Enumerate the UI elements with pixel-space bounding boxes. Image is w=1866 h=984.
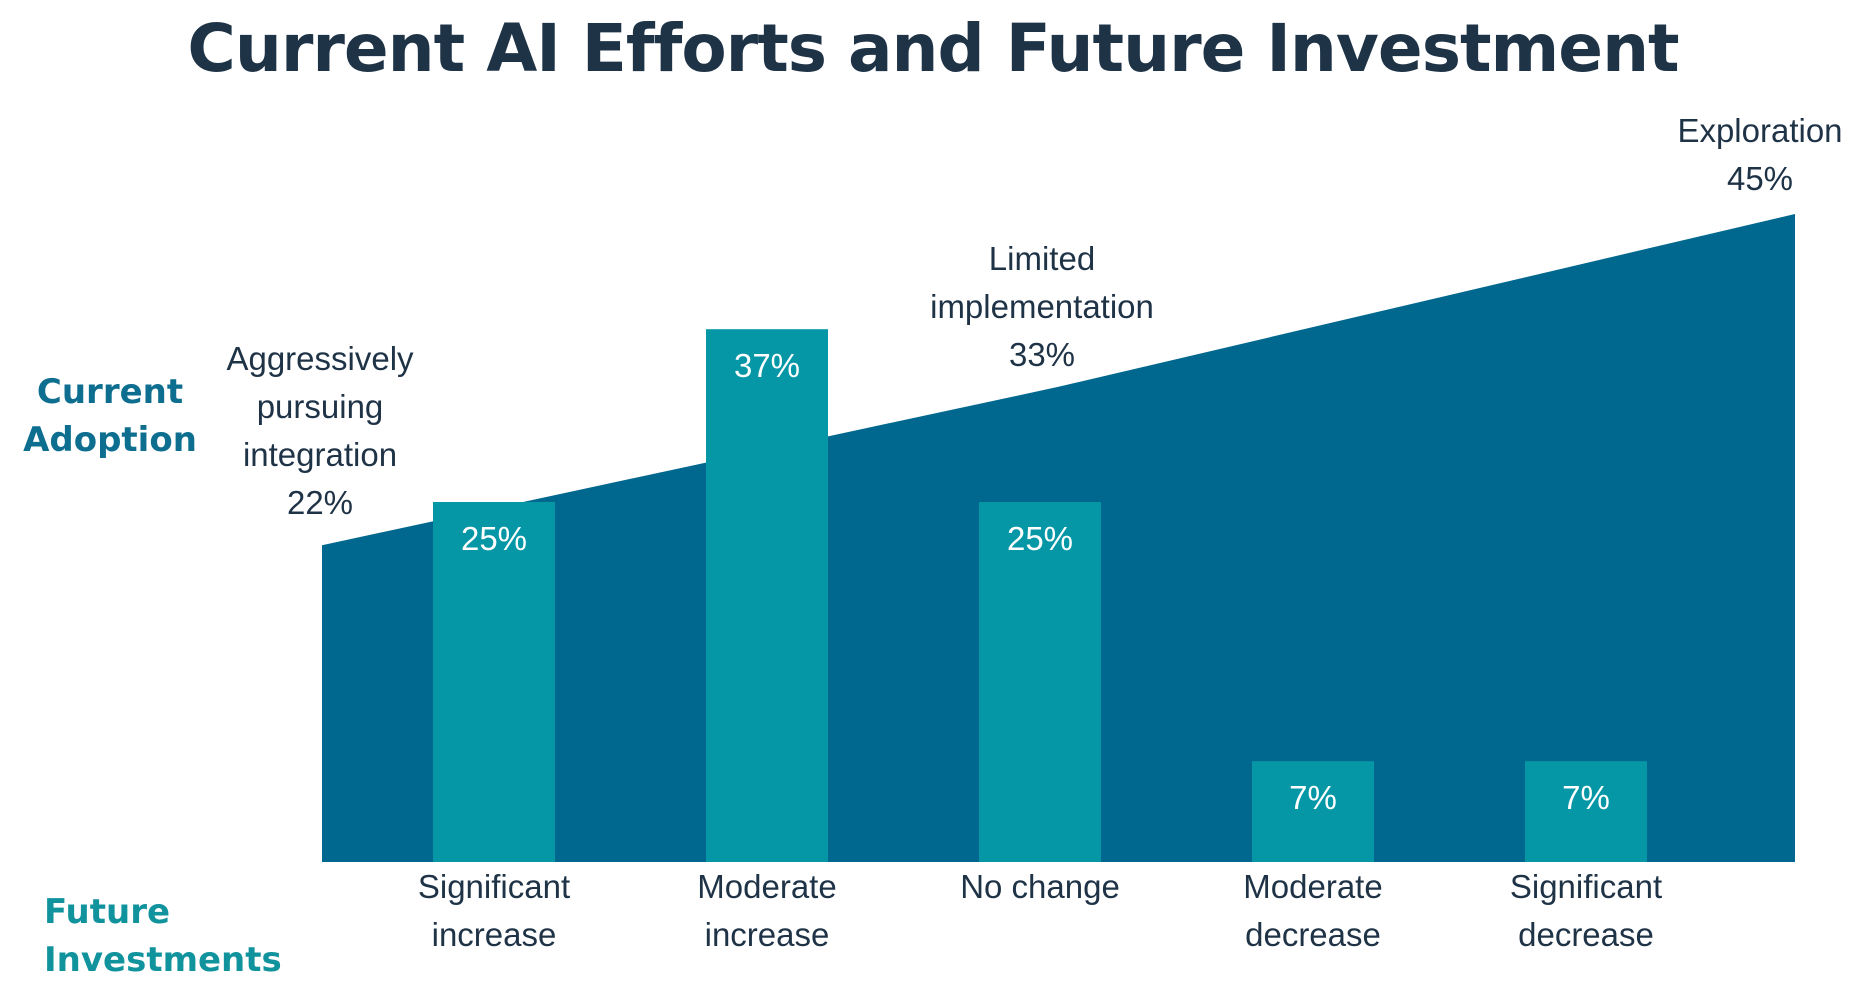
bar-1: [433, 502, 555, 862]
chart-title: Current AI Efforts and Future Investment: [187, 10, 1679, 87]
x-axis-title: Future Investments: [44, 892, 282, 980]
x-tick-label: decrease: [1518, 916, 1654, 953]
bar-5: [1525, 761, 1647, 862]
x-tick-label: Significant: [418, 868, 570, 905]
x-tick-label: Moderate: [697, 868, 836, 905]
area-value-label: 22%: [287, 484, 353, 521]
bar-value-label: 25%: [461, 520, 527, 557]
x-tick-label: decrease: [1245, 916, 1381, 953]
area-label-3: Exploration 45%: [1677, 112, 1842, 197]
x-tick-label: No change: [960, 868, 1120, 905]
area-category-label: integration: [243, 436, 397, 473]
area-category-label: Aggressively: [226, 340, 414, 377]
area-value-label: 45%: [1727, 160, 1793, 197]
y-axis-title: Current Adoption: [23, 372, 197, 460]
bar-value-label: 25%: [1007, 520, 1073, 557]
bar-3: [979, 502, 1101, 862]
area-label-1: Aggressively pursuing integration 22%: [226, 340, 414, 521]
x-tick-label: increase: [432, 916, 557, 953]
area-category-label: implementation: [930, 288, 1154, 325]
bar-value-label: 7%: [1562, 779, 1610, 816]
area-category-label: Limited: [989, 240, 1095, 277]
x-tick-label: Significant: [1510, 868, 1662, 905]
area-category-label: Exploration: [1677, 112, 1842, 149]
bar-value-label: 7%: [1289, 779, 1337, 816]
x-tick-label: increase: [705, 916, 830, 953]
bar-value-label: 37%: [734, 347, 800, 384]
bar-4: [1252, 761, 1374, 862]
area-category-label: pursuing: [257, 388, 384, 425]
area-label-2: Limited implementation 33%: [930, 240, 1154, 373]
bar-2: [706, 329, 828, 862]
x-tick-label: Moderate: [1243, 868, 1382, 905]
chart-root: Current AI Efforts and Future Investment…: [23, 10, 1842, 980]
area-value-label: 33%: [1009, 336, 1075, 373]
chart-plot: Aggressively pursuing integration 22% Limite…: [226, 112, 1842, 953]
